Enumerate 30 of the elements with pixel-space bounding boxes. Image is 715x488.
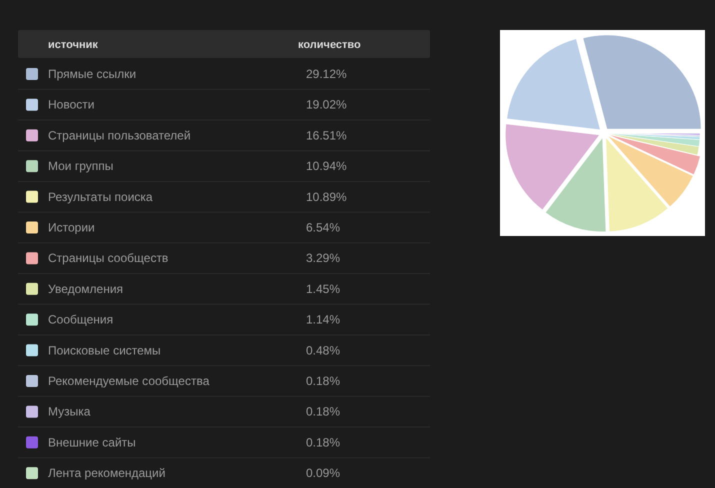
data-label: 16.51% [306, 128, 348, 142]
data-label: 29.12% [306, 67, 348, 81]
data-label: 1.45% [306, 282, 340, 296]
legend-label: Лента рекомендаций [48, 466, 166, 480]
legend-label: Рекомендуемые сообщества [48, 374, 210, 388]
legend-label: Прямые ссылки [48, 67, 136, 81]
data-label: 0.09% [306, 466, 340, 480]
data-label: 6.54% [306, 220, 340, 234]
data-label: 0.18% [306, 435, 340, 450]
data-label: 3.29% [306, 251, 340, 266]
legend-label: Истории [48, 220, 95, 234]
legend-label: Поисковые системы [48, 343, 161, 358]
data-label: 1.14% [306, 312, 340, 327]
legend-label: Страницы пользователей [48, 128, 191, 142]
legend-label: Страницы сообществ [48, 251, 168, 266]
data-label: 0.48% [306, 343, 340, 358]
legend-title: источник [48, 39, 98, 51]
text: количество [298, 39, 362, 51]
data-label: 0.18% [306, 404, 340, 419]
data-label: 10.89% [306, 190, 348, 204]
legend-label: Мои группы [48, 159, 114, 174]
data-label: 0.18% [306, 374, 340, 388]
legend-label: Внешние сайты [48, 435, 136, 450]
data-label: 10.94% [306, 159, 348, 174]
legend-label: Сообщения [48, 312, 114, 327]
legend-label: Результаты поиска [48, 190, 153, 204]
legend-label: Уведомления [48, 282, 124, 296]
legend-label: Новости [48, 98, 94, 112]
legend-label: Музыка [48, 404, 91, 419]
data-label: 19.02% [306, 98, 348, 112]
